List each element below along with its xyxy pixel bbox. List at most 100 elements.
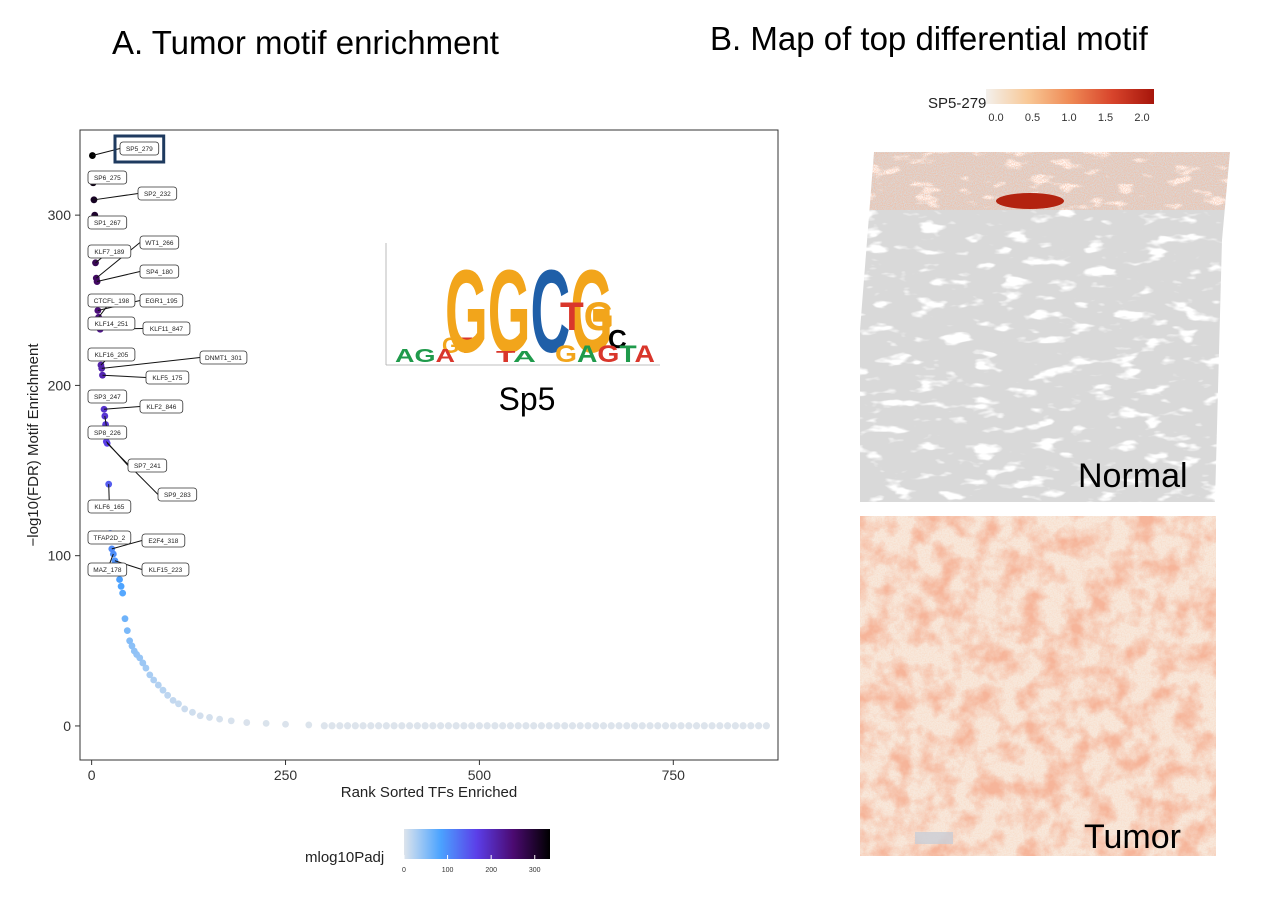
logo-lower-row-1: AG A (395, 346, 455, 366)
data-point (382, 722, 390, 730)
data-point (328, 722, 336, 730)
label-box (119, 141, 160, 156)
highlight-box (113, 134, 166, 164)
data-point (175, 700, 182, 708)
point-label: SP9_283 (164, 492, 191, 499)
data-point (584, 722, 592, 730)
data-point (109, 550, 117, 558)
colorbar-mlog10padj: mlog10Padj 0 100 200 300 (305, 829, 550, 874)
leader-line (101, 357, 201, 369)
data-point (116, 576, 123, 583)
data-point (568, 722, 577, 730)
data-point (615, 722, 623, 730)
data-point (126, 637, 134, 645)
data-point (537, 722, 546, 730)
data-point (483, 722, 491, 730)
data-point (117, 582, 125, 590)
normal-hotspot (996, 193, 1064, 209)
data-point (514, 722, 522, 730)
data-point (739, 722, 747, 730)
data-point (553, 722, 561, 730)
data-point (669, 722, 677, 730)
label-box (141, 562, 190, 577)
data-point (336, 722, 344, 730)
y-tick-label: 100 (48, 548, 72, 564)
data-point (708, 722, 716, 730)
colorbar-label: mlog10Padj (305, 849, 384, 866)
label-box (87, 244, 132, 259)
point-label: SP2_232 (144, 191, 171, 198)
data-point (227, 717, 235, 725)
data-point (130, 647, 138, 655)
data-point (146, 671, 154, 679)
data-point (154, 681, 162, 689)
data-point (592, 722, 600, 730)
label-box (139, 293, 184, 308)
label-box (87, 389, 128, 404)
logo-letters-core: GGCG (445, 246, 613, 378)
x-tick-label: 250 (274, 767, 298, 783)
data-point (747, 722, 755, 730)
data-point (123, 627, 131, 634)
colorbar-tick-label: 300 (529, 867, 541, 874)
data-point (661, 722, 670, 730)
point-label: KLF5_175 (152, 375, 182, 382)
data-point (305, 721, 313, 729)
point-label: SP5_279 (126, 146, 153, 153)
label-box (142, 321, 191, 336)
tumor-hotspots (860, 516, 1216, 856)
panel-b-title: B. Map of top differential motif (710, 20, 1148, 57)
point-labels: SP5_279 SP6_275 SP2_232 SP1_267 KLF7_189 WT1_… (87, 134, 248, 577)
motif-map-panel: SP5-279 0.0 0.5 1.0 1.5 2.0 Normal Tumor (860, 89, 1230, 856)
normal-edge-mask-right (1215, 152, 1230, 502)
data-point (677, 722, 685, 730)
panel-a-title: A. Tumor motif enrichment (112, 24, 499, 61)
data-point (692, 722, 701, 730)
label-box (145, 370, 190, 385)
data-point (390, 722, 398, 730)
leader-line (96, 271, 141, 283)
data-point (421, 722, 429, 730)
tumor-gray-patch (915, 832, 953, 844)
data-point (491, 722, 499, 730)
x-tick-label: 500 (468, 767, 492, 783)
data-point (367, 722, 375, 730)
data-point (630, 722, 639, 730)
y-tick-label: 200 (48, 377, 72, 393)
leader-line (104, 406, 141, 410)
colorbar-b-tick-label: 2.0 (1134, 112, 1149, 124)
colorbar-b-bar (986, 89, 1154, 104)
point-label: KLF2_846 (146, 404, 176, 411)
data-point (351, 722, 359, 730)
y-tick-label: 300 (48, 207, 72, 223)
x-tick-label: 0 (88, 767, 96, 783)
point-label: SP1_267 (94, 220, 121, 227)
tumor-label: Tumor (1084, 818, 1181, 856)
point-label: SP4_180 (146, 269, 173, 276)
enrichment-plot: 0 250 500 750 0 100 200 300 SP5_279 SP6_275 SP2_2… (25, 129, 779, 874)
data-point (623, 722, 631, 730)
data-point (196, 712, 204, 720)
colorbar-tick-label: 0 (402, 867, 406, 874)
colorbar-b-label: SP5-279 (928, 95, 986, 112)
plot-frame (79, 129, 779, 761)
data-point (545, 722, 553, 730)
data-point (413, 722, 421, 730)
data-point (723, 722, 732, 730)
data-point (762, 722, 770, 730)
data-point (216, 715, 224, 723)
x-tick-label: 750 (662, 767, 686, 783)
data-point (700, 722, 708, 730)
data-point (654, 722, 662, 730)
data-point (530, 722, 538, 730)
point-label: KLF15_223 (149, 567, 183, 574)
data-point (429, 722, 437, 730)
data-point (139, 659, 147, 667)
point-label: DNMT1_301 (205, 355, 242, 362)
label-box (199, 350, 248, 365)
data-point (282, 720, 289, 728)
leader-line (95, 242, 141, 279)
tumor-tissue-map: Tumor (860, 516, 1216, 856)
colorbar-gradient-bar (404, 829, 550, 859)
